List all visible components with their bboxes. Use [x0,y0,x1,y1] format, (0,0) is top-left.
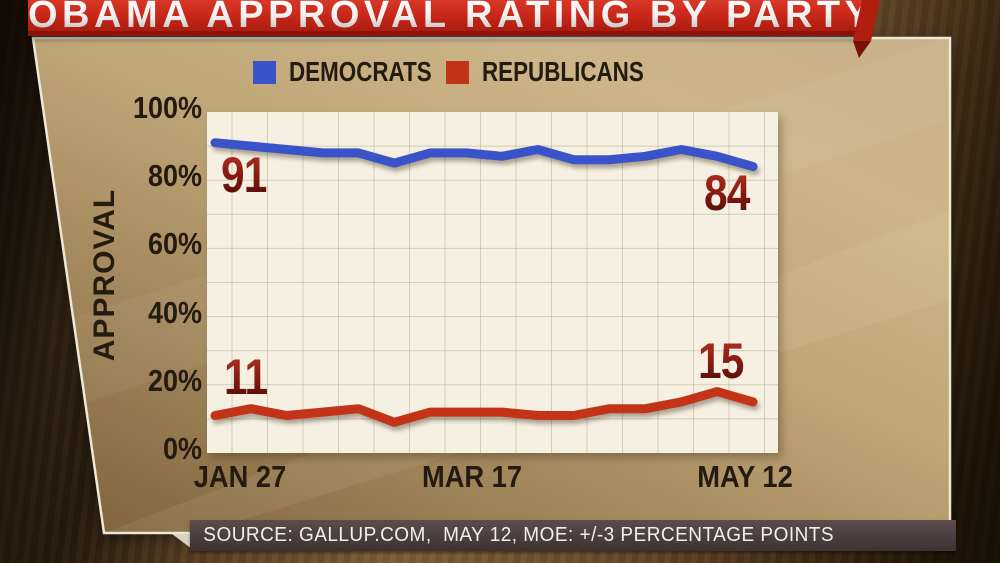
y-tick-100: 100% [133,90,202,125]
legend-label-republicans: REPUBLICANS [482,56,644,87]
x-tick-jan-27: JAN 27 [193,459,287,494]
ribbon-fold-triangle [853,41,871,58]
x-tick-mar-17: MAR 17 [421,459,523,494]
series-line-democrats [210,138,758,172]
title-banner: OBAMA APPROVAL RATING BY PARTY [28,0,862,36]
banner-ribbon-fold [853,0,880,58]
data-label-republicans-first: 11% [224,349,291,405]
legend-swatch-democrats [253,61,276,84]
y-tick-0: 0% [163,431,202,466]
y-tick-60: 60% [148,226,202,262]
source-text: SOURCE: GALLUP.COM, MAY 12, MOE: +/-3 PE… [203,524,835,546]
data-label-democrats-last: 84% [704,165,774,221]
source-bar-flap [172,534,192,549]
page-title: OBAMA APPROVAL RATING BY PARTY [28,0,862,31]
y-tick-80: 80% [148,158,202,194]
source-bar: SOURCE: GALLUP.COM, MAY 12, MOE: +/-3 PE… [190,520,956,551]
legend-label-democrats: DEMOCRATS [289,56,432,87]
series-line-republicans [210,387,758,427]
data-label-republicans-last: 15% [698,333,768,389]
y-tick-20: 20% [148,362,202,398]
legend-swatch-republicans [446,61,469,84]
data-label-democrats-first: 91% [221,147,291,203]
x-tick-may-12: MAY 12 [697,459,793,494]
y-tick-40: 40% [148,294,202,330]
